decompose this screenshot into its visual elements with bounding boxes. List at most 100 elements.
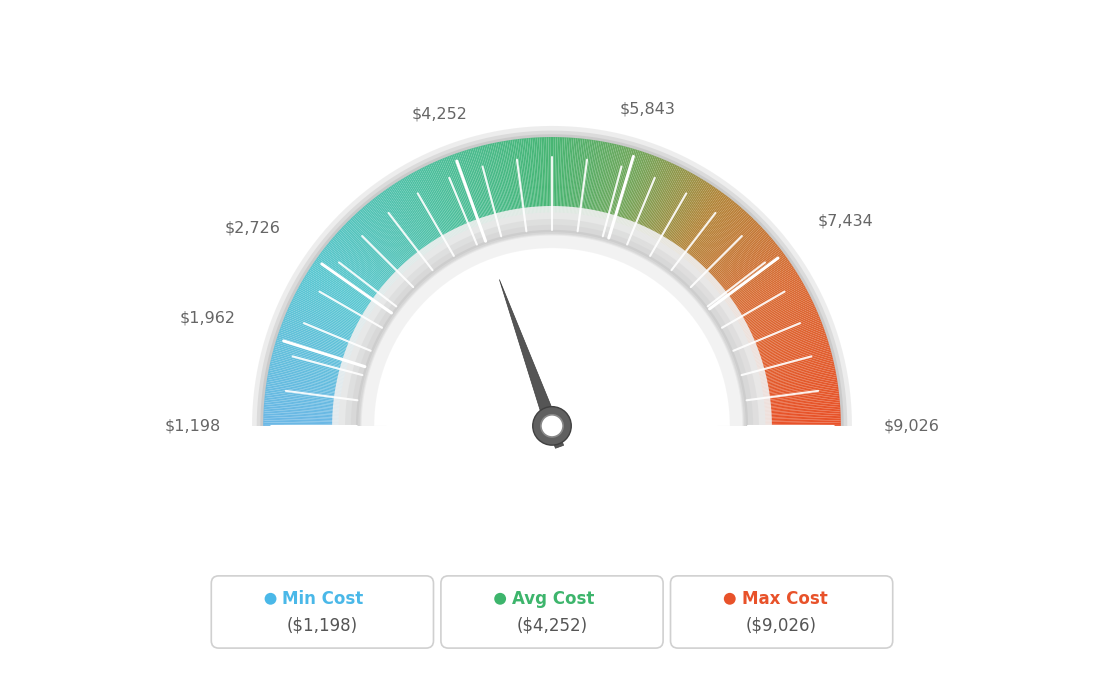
Wedge shape xyxy=(320,252,399,310)
Wedge shape xyxy=(709,257,788,315)
Wedge shape xyxy=(300,282,385,331)
Wedge shape xyxy=(352,217,420,287)
Wedge shape xyxy=(609,150,639,242)
Wedge shape xyxy=(264,406,360,414)
Circle shape xyxy=(495,593,506,604)
Wedge shape xyxy=(510,140,526,235)
Wedge shape xyxy=(461,151,492,243)
Wedge shape xyxy=(687,219,755,289)
Wedge shape xyxy=(286,311,375,351)
Wedge shape xyxy=(574,139,586,235)
Wedge shape xyxy=(743,391,839,404)
Wedge shape xyxy=(611,150,641,243)
Wedge shape xyxy=(670,197,731,275)
Wedge shape xyxy=(739,356,832,380)
Wedge shape xyxy=(406,175,456,259)
Wedge shape xyxy=(486,144,509,239)
Wedge shape xyxy=(590,143,609,237)
Text: $7,434: $7,434 xyxy=(818,213,874,228)
Wedge shape xyxy=(744,413,840,419)
Wedge shape xyxy=(346,223,415,291)
Wedge shape xyxy=(354,214,421,286)
Wedge shape xyxy=(564,137,572,234)
Wedge shape xyxy=(444,157,481,247)
Wedge shape xyxy=(323,248,401,308)
Wedge shape xyxy=(514,139,528,235)
Wedge shape xyxy=(437,160,477,249)
Wedge shape xyxy=(729,310,817,349)
Wedge shape xyxy=(521,139,532,235)
Wedge shape xyxy=(742,375,837,393)
Wedge shape xyxy=(718,279,802,329)
Wedge shape xyxy=(265,393,361,405)
Wedge shape xyxy=(664,190,720,269)
Wedge shape xyxy=(285,315,374,353)
Wedge shape xyxy=(427,164,470,252)
Wedge shape xyxy=(719,280,803,330)
Wedge shape xyxy=(263,415,360,420)
Wedge shape xyxy=(744,408,840,415)
Wedge shape xyxy=(466,150,496,242)
Wedge shape xyxy=(622,157,658,247)
Wedge shape xyxy=(329,240,404,303)
Wedge shape xyxy=(620,156,657,246)
Wedge shape xyxy=(676,204,739,279)
Wedge shape xyxy=(743,386,838,401)
Wedge shape xyxy=(279,330,371,363)
Wedge shape xyxy=(312,264,393,319)
Wedge shape xyxy=(474,148,500,241)
Wedge shape xyxy=(633,164,675,252)
Wedge shape xyxy=(679,209,744,282)
Wedge shape xyxy=(580,140,595,235)
Wedge shape xyxy=(656,183,710,264)
Wedge shape xyxy=(544,137,549,233)
Wedge shape xyxy=(707,255,786,313)
Wedge shape xyxy=(740,364,835,386)
Wedge shape xyxy=(696,233,768,299)
Wedge shape xyxy=(371,200,432,276)
Wedge shape xyxy=(576,139,590,235)
Wedge shape xyxy=(265,391,361,404)
Wedge shape xyxy=(624,158,661,248)
Wedge shape xyxy=(349,219,417,289)
Wedge shape xyxy=(480,146,506,239)
Wedge shape xyxy=(318,255,397,313)
Wedge shape xyxy=(697,235,769,299)
Wedge shape xyxy=(277,335,369,366)
Wedge shape xyxy=(263,422,360,424)
Wedge shape xyxy=(355,213,422,285)
Wedge shape xyxy=(507,140,523,236)
Wedge shape xyxy=(308,270,390,323)
Wedge shape xyxy=(553,137,555,233)
Wedge shape xyxy=(637,167,681,254)
Wedge shape xyxy=(715,274,799,326)
Wedge shape xyxy=(434,161,475,250)
Wedge shape xyxy=(393,184,447,265)
Wedge shape xyxy=(378,195,437,273)
Wedge shape xyxy=(639,168,684,255)
Wedge shape xyxy=(668,195,728,273)
Wedge shape xyxy=(739,354,832,380)
Wedge shape xyxy=(744,424,841,426)
Text: $9,026: $9,026 xyxy=(883,418,940,433)
Wedge shape xyxy=(394,183,448,264)
Wedge shape xyxy=(289,304,378,346)
Wedge shape xyxy=(675,204,737,278)
Wedge shape xyxy=(732,323,822,358)
Wedge shape xyxy=(316,257,395,315)
Wedge shape xyxy=(596,145,620,239)
Wedge shape xyxy=(563,137,570,234)
Wedge shape xyxy=(529,138,538,234)
Wedge shape xyxy=(293,298,380,342)
Wedge shape xyxy=(737,351,831,377)
Wedge shape xyxy=(723,295,810,339)
Wedge shape xyxy=(744,404,840,413)
Wedge shape xyxy=(288,306,376,347)
Wedge shape xyxy=(341,227,413,294)
Wedge shape xyxy=(634,164,677,252)
Wedge shape xyxy=(386,188,443,268)
Wedge shape xyxy=(743,393,839,405)
Wedge shape xyxy=(720,285,805,333)
Wedge shape xyxy=(728,308,816,348)
Wedge shape xyxy=(744,402,840,411)
